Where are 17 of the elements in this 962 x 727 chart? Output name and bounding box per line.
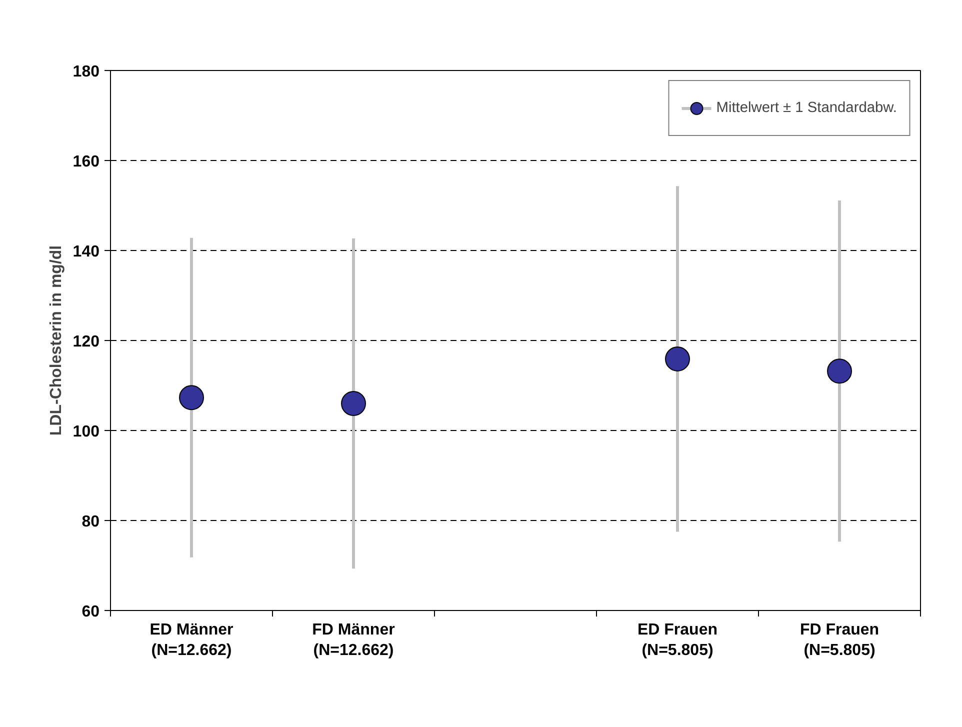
y-tick-label: 120 bbox=[72, 334, 100, 350]
point bbox=[341, 391, 366, 416]
point bbox=[827, 358, 852, 384]
legend-label: Mittelwert ± 1 Standardabw. bbox=[716, 100, 897, 116]
y-tick-label: 140 bbox=[72, 244, 100, 260]
point bbox=[665, 346, 690, 372]
x-tick-label: FD Männer (N=12.662) bbox=[312, 622, 395, 659]
x-tick-label: ED Männer (N=12.662) bbox=[150, 622, 234, 659]
y-tick-label: 180 bbox=[72, 64, 100, 80]
y-tick-label: 80 bbox=[82, 514, 100, 530]
x-tick-label: FD Frauen (N=5.805) bbox=[800, 622, 880, 659]
point bbox=[179, 385, 204, 410]
y-tick-label: 160 bbox=[72, 154, 100, 170]
y-tick-label: 100 bbox=[72, 424, 100, 440]
x-tick-label: ED Frauen (N=5.805) bbox=[637, 622, 718, 659]
y-tick-label: 60 bbox=[82, 604, 100, 620]
y-axis-title: LDL-Cholesterin in mg/dl bbox=[48, 245, 65, 436]
